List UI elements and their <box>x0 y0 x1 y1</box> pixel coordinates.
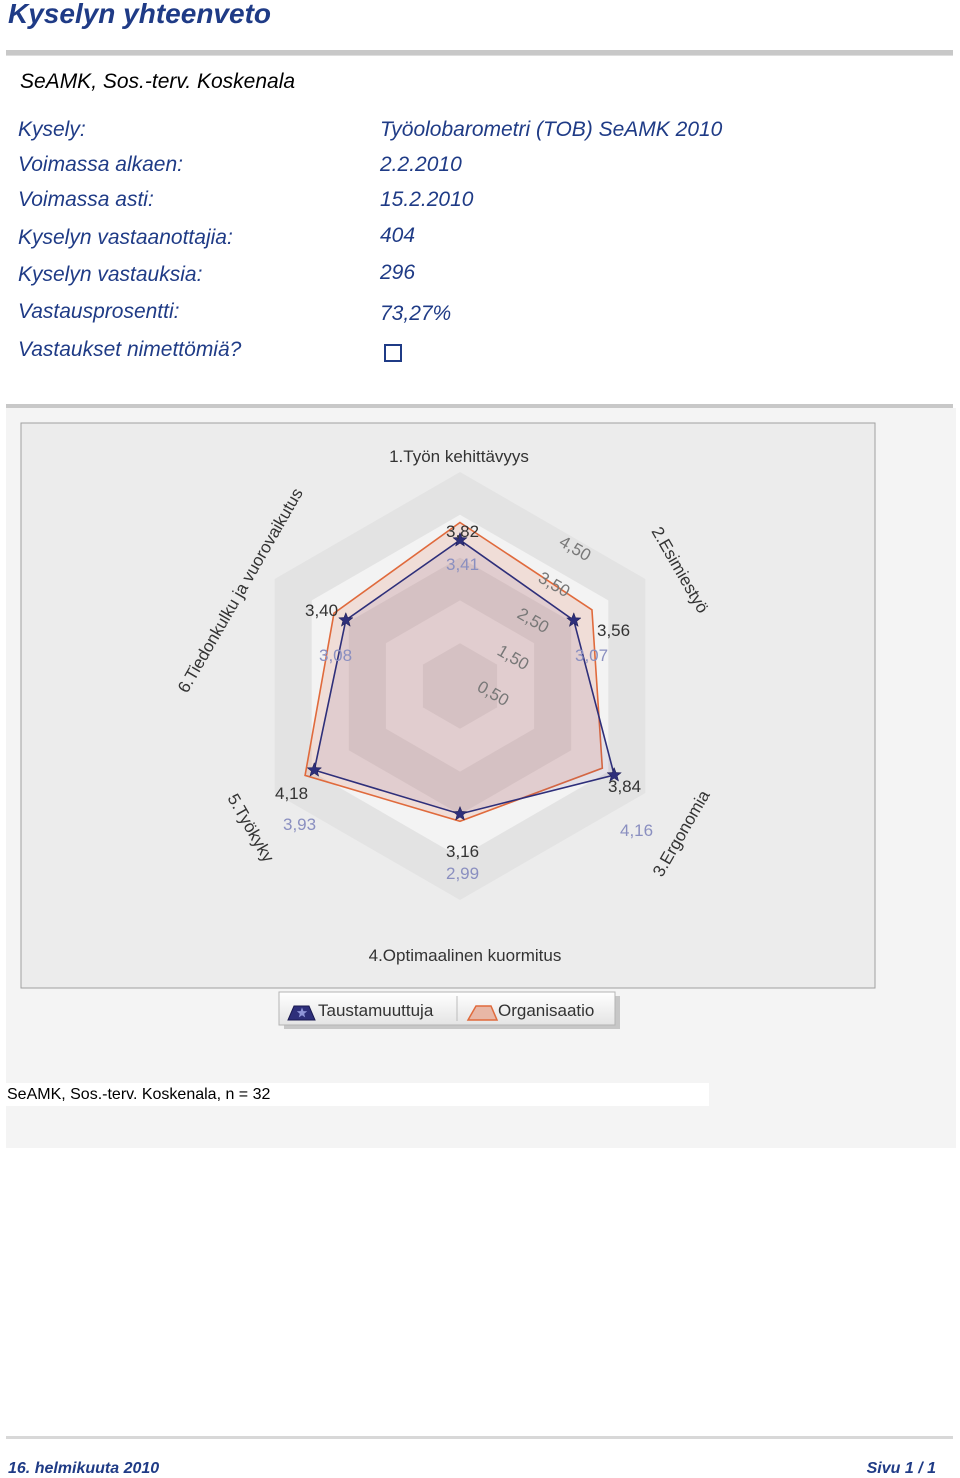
value-label-taustamuuttuja: 3,08 <box>319 646 352 665</box>
series-point-taustamuuttuja <box>606 766 622 782</box>
footer-divider <box>6 1436 953 1439</box>
axis-title: 4.Optimaalinen kuormitus <box>369 946 562 965</box>
value-label-organisaatio: 3,16 <box>446 842 479 861</box>
section-divider <box>6 404 953 408</box>
title-divider <box>6 50 953 56</box>
info-value-response-rate: 73,27% <box>380 302 452 325</box>
series-point-taustamuuttuja <box>338 611 354 627</box>
info-value-valid-to: 15.2.2010 <box>380 188 474 211</box>
info-value-recipients: 404 <box>380 224 416 247</box>
legend-star-icon <box>296 1007 308 1018</box>
axis-title: 1.Työn kehittävyys <box>389 447 529 466</box>
page-subtitle: SeAMK, Sos.-terv. Koskenala <box>20 70 296 93</box>
page-title: Kyselyn yhteenveto <box>8 0 271 29</box>
info-label-valid-from: Voimassa alkaen: <box>18 153 183 176</box>
footer-date: 16. helmikuuta 2010 <box>8 1460 160 1477</box>
value-label-organisaatio: 3,56 <box>597 621 630 640</box>
legend-swatch-organisaatio <box>466 1005 499 1021</box>
value-label-organisaatio: 3,82 <box>446 522 479 541</box>
info-label-response-rate: Vastausprosentti: <box>18 300 180 323</box>
chart-area: 0,50 1,50 2,50 3,50 4,50 3,82 3,56 3,84 3,16 4,1… <box>6 408 956 1148</box>
info-value-survey: Työolobarometri (TOB) SeAMK 2010 <box>380 118 723 141</box>
series-point-taustamuuttuja <box>566 612 582 627</box>
footer-page-number: Sivu 1 / 1 <box>866 1460 936 1477</box>
legend-box <box>278 991 616 1026</box>
info-label-valid-to: Voimassa asti: <box>18 188 154 211</box>
series-point-taustamuuttuja <box>452 531 468 547</box>
series-point-taustamuuttuja <box>452 805 468 821</box>
value-label-taustamuuttuja: 2,99 <box>446 864 479 883</box>
chart-caption: SeAMK, Sos.-terv. Koskenala, n = 32 <box>6 1083 709 1106</box>
value-label-taustamuuttuja: 3,07 <box>575 646 608 665</box>
info-value-responses: 296 <box>380 261 416 284</box>
value-label-organisaatio: 4,18 <box>275 784 308 803</box>
info-label-anonymous: Vastaukset nimettömiä? <box>18 338 242 361</box>
legend-label-taustamuuttuja: Taustamuuttuja <box>318 1001 434 1020</box>
radar-grid-band <box>422 643 498 729</box>
info-label-survey: Kysely: <box>18 118 86 141</box>
value-label-organisaatio: 3,40 <box>305 601 338 620</box>
info-label-recipients: Kyselyn vastaanottajia: <box>18 226 233 249</box>
value-label-taustamuuttuja: 4,16 <box>620 821 653 840</box>
series-point-taustamuuttuja <box>306 761 323 777</box>
info-label-responses: Kyselyn vastauksia: <box>18 263 203 286</box>
info-value-valid-from: 2.2.2010 <box>380 153 462 176</box>
value-label-organisaatio: 3,84 <box>608 777 641 796</box>
radar-chart: 0,501,502,503,504,50 3,823,563,843,164,1… <box>20 422 876 1029</box>
legend-label-organisaatio: Organisaatio <box>498 1001 594 1020</box>
anonymous-checkbox <box>384 344 402 362</box>
value-label-taustamuuttuja: 3,93 <box>283 815 316 834</box>
value-label-taustamuuttuja: 3,41 <box>446 555 479 574</box>
